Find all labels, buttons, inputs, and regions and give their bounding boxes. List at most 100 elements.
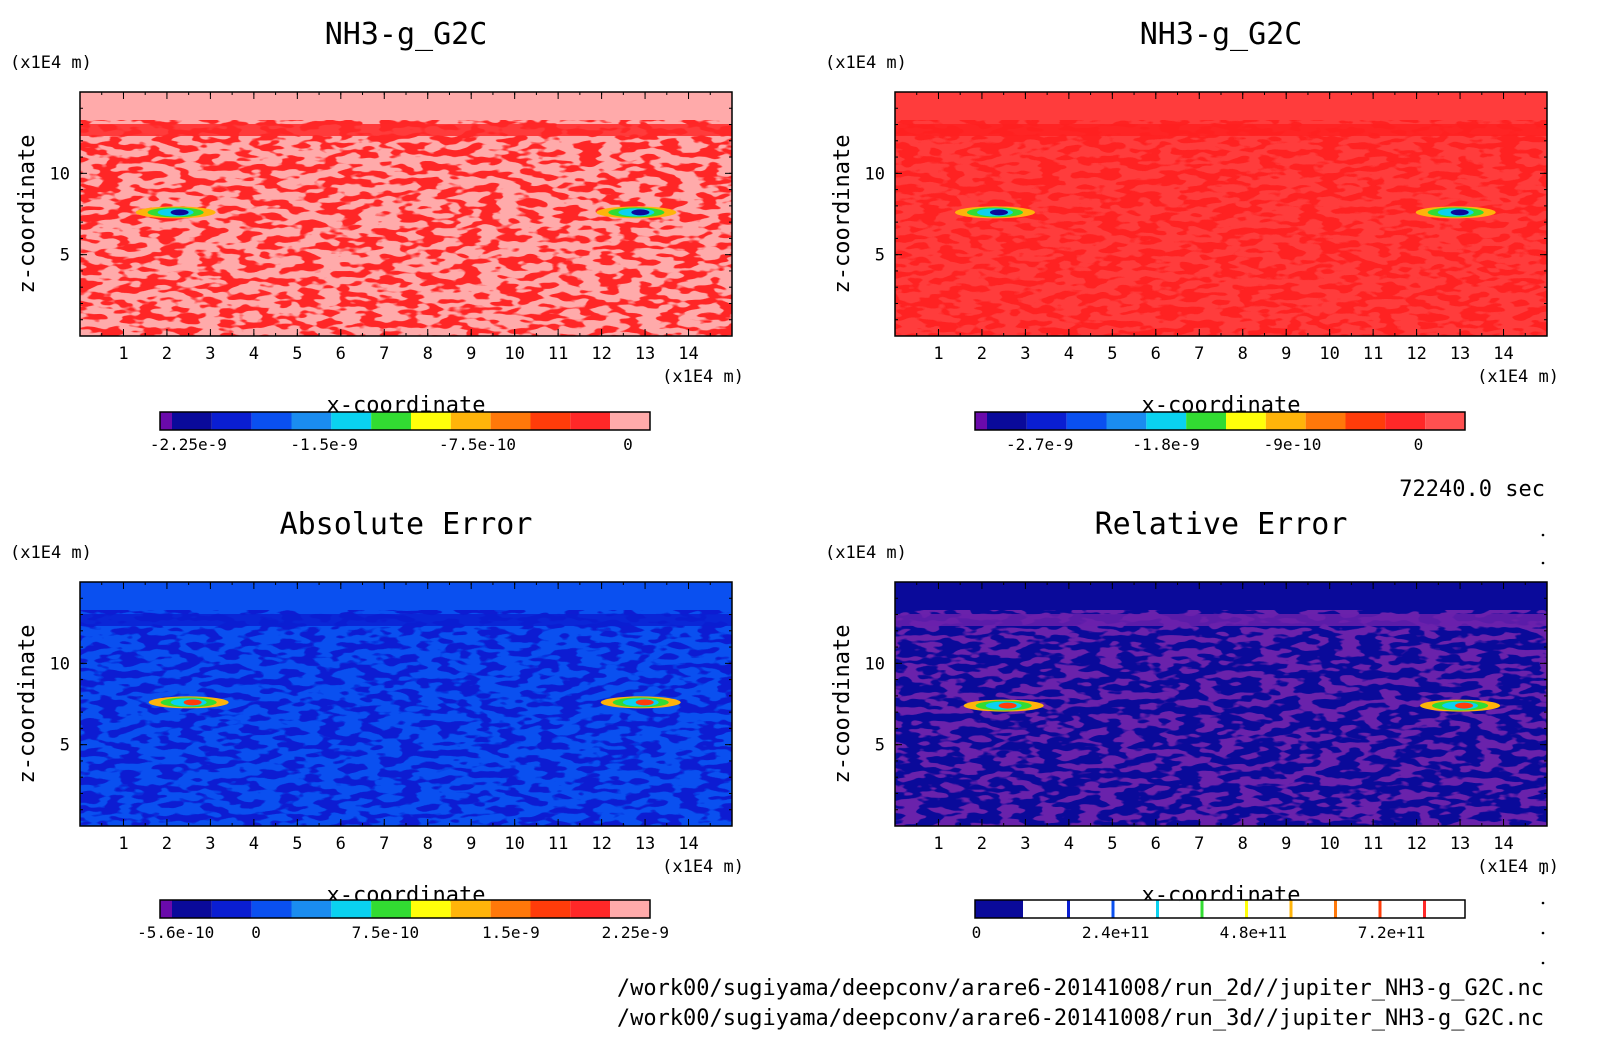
chart-title: Absolute Error (280, 507, 533, 542)
colorbar-swatch (1424, 900, 1465, 918)
colorbar-tick-label: 7.5e-10 (352, 923, 419, 942)
colorbar-swatch (1179, 900, 1220, 918)
colorbar-swatch (160, 412, 172, 430)
x-tick-label: 4 (1064, 344, 1074, 364)
colorbar-swatch (251, 412, 292, 430)
colorbar-swatch (1342, 900, 1384, 918)
colorbar-tick-label: -7.5e-10 (439, 435, 516, 454)
colorbar-tick-label: 2.4e+11 (1082, 923, 1149, 942)
x-tick-label: 10 (1319, 344, 1339, 364)
x-tick-label: 6 (336, 834, 346, 854)
y-unit-label: (x1E4 m) (825, 53, 907, 73)
colorbar-swatch (530, 900, 571, 918)
colorbar-swatch (1026, 412, 1067, 430)
feature-2 (1420, 699, 1501, 712)
colorbar-swatch (975, 900, 1023, 918)
colorbar-swatch (1305, 412, 1346, 430)
colorbar-stripe (1378, 900, 1382, 918)
colorbar-swatch (331, 412, 372, 430)
plot-area (80, 582, 732, 826)
x-tick-label: 13 (635, 344, 655, 364)
colorbar-tick-label: 0 (972, 923, 982, 942)
colorbar: -2.7e-9 -1.8e-9 -9e-10 0 (974, 411, 1466, 454)
plot-area (80, 92, 732, 336)
colorbar-swatch (411, 412, 451, 430)
colorbar-swatch (1056, 900, 1098, 918)
plot-area (895, 92, 1547, 336)
feature-2 (1415, 206, 1496, 219)
x-tick-label: 2 (977, 344, 987, 364)
colorbar-swatch (1385, 412, 1426, 430)
y-axis-label: z-coordinate (830, 625, 855, 784)
chart-title: NH3-g_G2C (325, 17, 488, 52)
x-tick-label: 1 (933, 834, 943, 854)
colorbar-stripe (1245, 900, 1248, 918)
colorbar-tick-label: 4.8e+11 (1220, 923, 1287, 942)
y-tick-label: 5 (60, 736, 70, 756)
x-tick-label: 9 (466, 834, 476, 854)
colorbar-swatch (450, 412, 491, 430)
chart-title: Relative Error (1095, 507, 1348, 542)
colorbar-frame (974, 411, 1466, 431)
feature-1 (963, 699, 1044, 712)
x-tick-label: 2 (162, 834, 172, 854)
chart-panel-2: NH3-g_G2C(x1E4 m)1 2 3 4 5 6 7 8 9 10 11 12 13 14510(… (825, 17, 1559, 454)
file-path-3d: /work00/sugiyama/deepconv/arare6-2014100… (616, 1006, 1544, 1031)
x-tick-label: 5 (1107, 834, 1117, 854)
y-tick-label: 10 (50, 164, 70, 184)
colorbar-stripe (1423, 900, 1426, 918)
x-tick-label: 14 (678, 344, 698, 364)
x-tick-label: 4 (249, 834, 259, 854)
x-tick-label: 12 (1406, 834, 1426, 854)
x-tick-label: 6 (1151, 344, 1161, 364)
colorbar-swatch (211, 412, 252, 430)
colorbar-swatch (251, 900, 292, 918)
colorbar-stripe (1334, 900, 1337, 918)
feature-2 (600, 696, 681, 709)
colorbar-swatch (987, 412, 1027, 430)
field-pattern (895, 610, 1547, 826)
x-tick-label: 14 (1493, 344, 1513, 364)
chart-panel-3: Absolute Error(x1E4 m)1 2 3 4 5 6 7 8 9 10 11 12 13 1… (10, 507, 744, 942)
y-tick-label: 5 (875, 246, 885, 266)
x-tick-label: 9 (466, 344, 476, 364)
colorbar-swatch (160, 900, 172, 918)
time-label: 72240.0 sec (1399, 477, 1545, 502)
x-tick-label: 9 (1281, 344, 1291, 364)
x-tick-label: 1 (118, 344, 128, 364)
x-tick-label: 4 (249, 344, 259, 364)
x-unit-label: (x1E4 m) (1477, 857, 1559, 877)
colorbar-stripe (1111, 900, 1115, 918)
x-tick-label: 11 (1363, 344, 1383, 364)
colorbar-frame (974, 899, 1466, 919)
x-tick-label: 1 (118, 834, 128, 854)
colorbar-swatch (450, 900, 491, 918)
field-band (895, 124, 1547, 136)
chart-panel-1: NH3-g_G2C(x1E4 m)1 2 3 4 5 6 7 8 9 10 11 12 13 14510(… (10, 17, 744, 454)
colorbar-tick-label: -2.7e-9 (1006, 435, 1073, 454)
colorbar-swatch (172, 412, 212, 430)
colorbar-swatch (1425, 412, 1465, 430)
colorbar-tick-label: 7.2e+11 (1358, 923, 1425, 942)
x-tick-label: 11 (548, 344, 568, 364)
feature-1 (954, 206, 1035, 219)
colorbar-swatch (1186, 412, 1226, 430)
colorbar-swatch (1260, 900, 1302, 918)
y-axis-label: z-coordinate (15, 625, 40, 784)
x-tick-label: 11 (1363, 834, 1383, 854)
chart-title: NH3-g_G2C (1140, 17, 1303, 52)
corner-dots (1541, 533, 1545, 965)
colorbar-stripe (1200, 900, 1204, 918)
colorbar-swatch (411, 900, 451, 918)
y-unit-label: (x1E4 m) (825, 543, 907, 563)
colorbar-tick-label: -5.6e-10 (137, 923, 214, 942)
plot-area (895, 582, 1547, 826)
x-unit-label: (x1E4 m) (662, 367, 744, 387)
colorbar-tick-label: -9e-10 (1264, 435, 1322, 454)
y-tick-label: 10 (50, 654, 70, 674)
colorbar-swatch (610, 900, 650, 918)
x-tick-label: 14 (678, 834, 698, 854)
x-unit-label: (x1E4 m) (1477, 367, 1559, 387)
colorbar-swatch (331, 900, 372, 918)
